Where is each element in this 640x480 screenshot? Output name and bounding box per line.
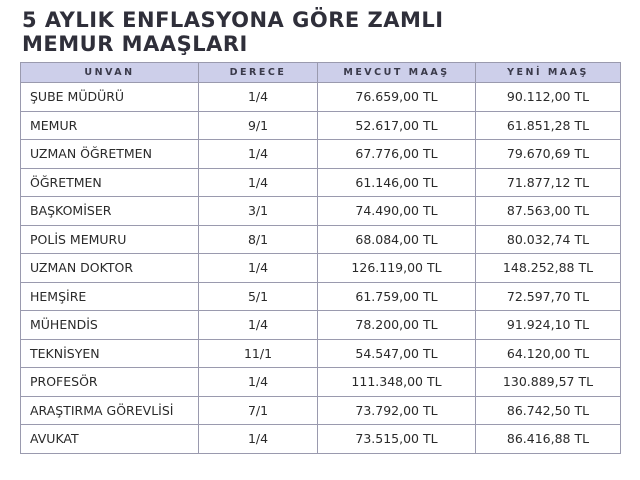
table-cell: 1/4 xyxy=(198,139,318,169)
table-cell: 86.416,88 TL xyxy=(475,424,621,454)
table-cell: MEMUR xyxy=(20,110,199,140)
table-row: HEMŞİRE 5/1 61.759,00 TL 72.597,70 TL xyxy=(20,281,621,311)
table-cell: 54.547,00 TL xyxy=(317,338,476,368)
salary-table: UNVAN DERECE MEVCUT MAAŞ YENİ MAAŞ ŞUBE MÜD… xyxy=(20,62,621,454)
table-cell: 1/4 xyxy=(198,253,318,283)
table-cell: 126.119,00 TL xyxy=(317,253,476,283)
table-cell: 148.252,88 TL xyxy=(475,253,621,283)
table-cell: 90.112,00 TL xyxy=(475,82,621,112)
table-cell: 9/1 xyxy=(198,110,318,140)
table-cell: 130.889,57 TL xyxy=(475,367,621,397)
table-cell: 72.597,70 TL xyxy=(475,281,621,311)
table-cell: MÜHENDİS xyxy=(20,310,199,340)
table-cell: 73.515,00 TL xyxy=(317,424,476,454)
table-cell: 1/4 xyxy=(198,424,318,454)
title-line: 5 AYLIK ENFLASYONA GÖRE ZAMLI xyxy=(22,8,444,32)
table-cell: TEKNİSYEN xyxy=(20,338,199,368)
table-cell: ÖĞRETMEN xyxy=(20,167,199,197)
table-cell: 80.032,74 TL xyxy=(475,224,621,254)
table-cell: 3/1 xyxy=(198,196,318,226)
table-cell: 79.670,69 TL xyxy=(475,139,621,169)
title-line: MEMUR MAAŞLARI xyxy=(22,32,248,56)
table-cell: 71.877,12 TL xyxy=(475,167,621,197)
table-cell: 5/1 xyxy=(198,281,318,311)
table-cell: PROFESÖR xyxy=(20,367,199,397)
table-cell: 1/4 xyxy=(198,82,318,112)
table-body: ŞUBE MÜDÜRÜ 1/4 76.659,00 TL 90.112,00 TL ME… xyxy=(20,82,621,454)
table-row: ŞUBE MÜDÜRÜ 1/4 76.659,00 TL 90.112,00 TL xyxy=(20,82,621,112)
table-cell: UZMAN DOKTOR xyxy=(20,253,199,283)
table-cell: ARAŞTIRMA GÖREVLİSİ xyxy=(20,395,199,425)
table-cell: 1/4 xyxy=(198,310,318,340)
table-row: AVUKAT 1/4 73.515,00 TL 86.416,88 TL xyxy=(20,424,621,454)
table-row: ARAŞTIRMA GÖREVLİSİ 7/1 73.792,00 TL 86.742… xyxy=(20,395,621,425)
table-cell: HEMŞİRE xyxy=(20,281,199,311)
table-row: PROFESÖR 1/4 111.348,00 TL 130.889,57 TL xyxy=(20,367,621,397)
column-header: UNVAN xyxy=(20,62,199,83)
table-row: UZMAN ÖĞRETMEN 1/4 67.776,00 TL 79.670,69 T… xyxy=(20,139,621,169)
table-cell: 1/4 xyxy=(198,367,318,397)
table-cell: BAŞKOMİSER xyxy=(20,196,199,226)
table-row: ÖĞRETMEN 1/4 61.146,00 TL 71.877,12 TL xyxy=(20,167,621,197)
table-cell: 61.759,00 TL xyxy=(317,281,476,311)
column-header: MEVCUT MAAŞ xyxy=(317,62,476,83)
table-cell: 111.348,00 TL xyxy=(317,367,476,397)
title: 5 AYLIK ENFLASYONA GÖRE ZAMLI MEMUR MAAŞ… xyxy=(22,8,444,56)
table-cell: 74.490,00 TL xyxy=(317,196,476,226)
table-cell: 64.120,00 TL xyxy=(475,338,621,368)
table-cell: 86.742,50 TL xyxy=(475,395,621,425)
table-cell: ŞUBE MÜDÜRÜ xyxy=(20,82,199,112)
table-cell: 76.659,00 TL xyxy=(317,82,476,112)
table-cell: 11/1 xyxy=(198,338,318,368)
table-cell: 68.084,00 TL xyxy=(317,224,476,254)
table-cell: 61.851,28 TL xyxy=(475,110,621,140)
column-header: YENİ MAAŞ xyxy=(475,62,621,83)
table-row: MEMUR 9/1 52.617,00 TL 61.851,28 TL xyxy=(20,110,621,140)
table-row: UZMAN DOKTOR 1/4 126.119,00 TL 148.252,88 T… xyxy=(20,253,621,283)
table-cell: 7/1 xyxy=(198,395,318,425)
table-cell: UZMAN ÖĞRETMEN xyxy=(20,139,199,169)
table-cell: 52.617,00 TL xyxy=(317,110,476,140)
table-row: TEKNİSYEN 11/1 54.547,00 TL 64.120,00 TL xyxy=(20,338,621,368)
table-cell: 87.563,00 TL xyxy=(475,196,621,226)
table-cell: 91.924,10 TL xyxy=(475,310,621,340)
header-row: UNVAN DERECE MEVCUT MAAŞ YENİ MAAŞ xyxy=(20,62,621,83)
table-cell: 78.200,00 TL xyxy=(317,310,476,340)
table-cell: 61.146,00 TL xyxy=(317,167,476,197)
table-cell: AVUKAT xyxy=(20,424,199,454)
table-cell: 67.776,00 TL xyxy=(317,139,476,169)
table-row: BAŞKOMİSER 3/1 74.490,00 TL 87.563,00 TL xyxy=(20,196,621,226)
table-row: MÜHENDİS 1/4 78.200,00 TL 91.924,10 TL xyxy=(20,310,621,340)
table-cell: POLİS MEMURU xyxy=(20,224,199,254)
column-header: DERECE xyxy=(198,62,318,83)
table-cell: 1/4 xyxy=(198,167,318,197)
table-cell: 73.792,00 TL xyxy=(317,395,476,425)
table-cell: 8/1 xyxy=(198,224,318,254)
table-row: POLİS MEMURU 8/1 68.084,00 TL 80.032,74 TL xyxy=(20,224,621,254)
